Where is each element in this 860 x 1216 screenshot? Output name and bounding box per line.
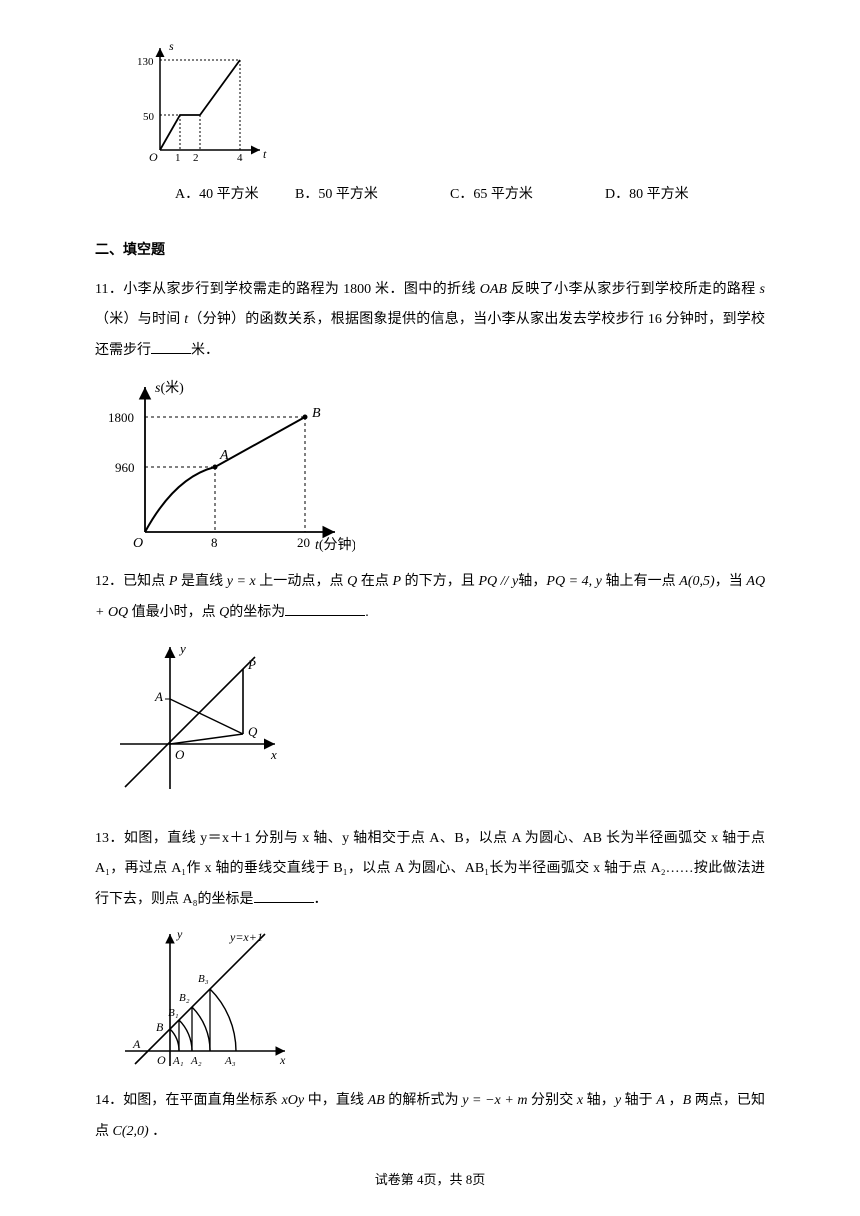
q10-choices: A．40 平方米B．50 平方米C．65 平方米D．80 平方米 [175,180,765,211]
q13: 13．如图，直线 y＝x＋1 分别与 x 轴、y 轴相交于点 A、B，以点 A … [95,824,765,916]
choice-c[interactable]: C．65 平方米 [450,180,605,211]
svg-text:B₃: B₃ [198,973,209,985]
choice-a[interactable]: A．40 平方米 [175,180,295,211]
svg-text:B: B [156,1020,164,1034]
svg-text:Q: Q [248,724,258,739]
svg-text:A₁: A₁ [172,1055,184,1067]
svg-text:A: A [132,1037,141,1051]
svg-text:A: A [219,448,229,463]
svg-text:y: y [178,641,186,656]
svg-text:A: A [154,689,163,704]
svg-text:y=x+1: y=x+1 [229,930,263,944]
page-footer: 试卷第 4页，共 8页 [95,1166,765,1195]
svg-text:8: 8 [211,535,218,550]
xlabel: t(分钟) [315,536,355,552]
ylabel: s(米) [155,380,184,396]
choice-d[interactable]: D．80 平方米 [605,180,715,211]
svg-text:B₂: B₂ [179,992,190,1004]
svg-text:A₃: A₃ [224,1055,236,1067]
choice-b[interactable]: B．50 平方米 [295,180,450,211]
svg-text:y: y [176,927,183,941]
svg-text:1800: 1800 [108,410,134,425]
page-content: s t 130 50 O 1 2 4 A．40 平方米B．50 平方米C．65 … [0,0,860,1214]
svg-text:O: O [133,536,143,551]
svg-text:20: 20 [297,535,310,550]
q12-chart: y x A O P Q [115,639,765,794]
section-2-title: 二、填空题 [95,236,765,267]
q12: 12．已知点 P 是直线 y = x 上一动点，点 Q 在点 P 的下方，且 P… [95,567,765,629]
svg-text:x: x [279,1053,286,1067]
svg-text:O: O [175,747,185,762]
q11-chart: s(米) t(分钟) 1800 960 O 8 20 A B [105,377,765,552]
svg-text:x: x [270,747,277,762]
svg-text:B₁: B₁ [168,1007,179,1019]
xtick-4: 4 [237,152,243,164]
svg-text:O: O [157,1053,166,1067]
q14: 14．如图，在平面直角坐标系 xOy 中，直线 AB 的解析式为 y = −x … [95,1086,765,1148]
ytick-50: 50 [143,111,155,123]
q13-blank[interactable] [254,888,314,903]
q11: 11．小李从家步行到学校需走的路程为 1800 米．图中的折线 OAB 反映了小… [95,275,765,367]
svg-text:A₂: A₂ [190,1055,202,1067]
xtick-1: 1 [175,152,181,164]
q12-blank[interactable] [285,601,365,616]
xtick-2: 2 [193,152,199,164]
q13-chart: y x y=x+1 A B O B₁ B₂ B₃ A₁ A₂ A₃ [115,926,765,1071]
origin: O [149,150,158,164]
svg-text:P: P [247,657,256,672]
q11-blank[interactable] [151,339,191,354]
ytick-130: 130 [137,56,154,68]
axis-label-s: s [169,40,174,53]
q10-chart: s t 130 50 O 1 2 4 [135,40,765,165]
svg-text:960: 960 [115,460,135,475]
svg-text:B: B [312,406,321,421]
axis-label-t: t [263,147,267,161]
